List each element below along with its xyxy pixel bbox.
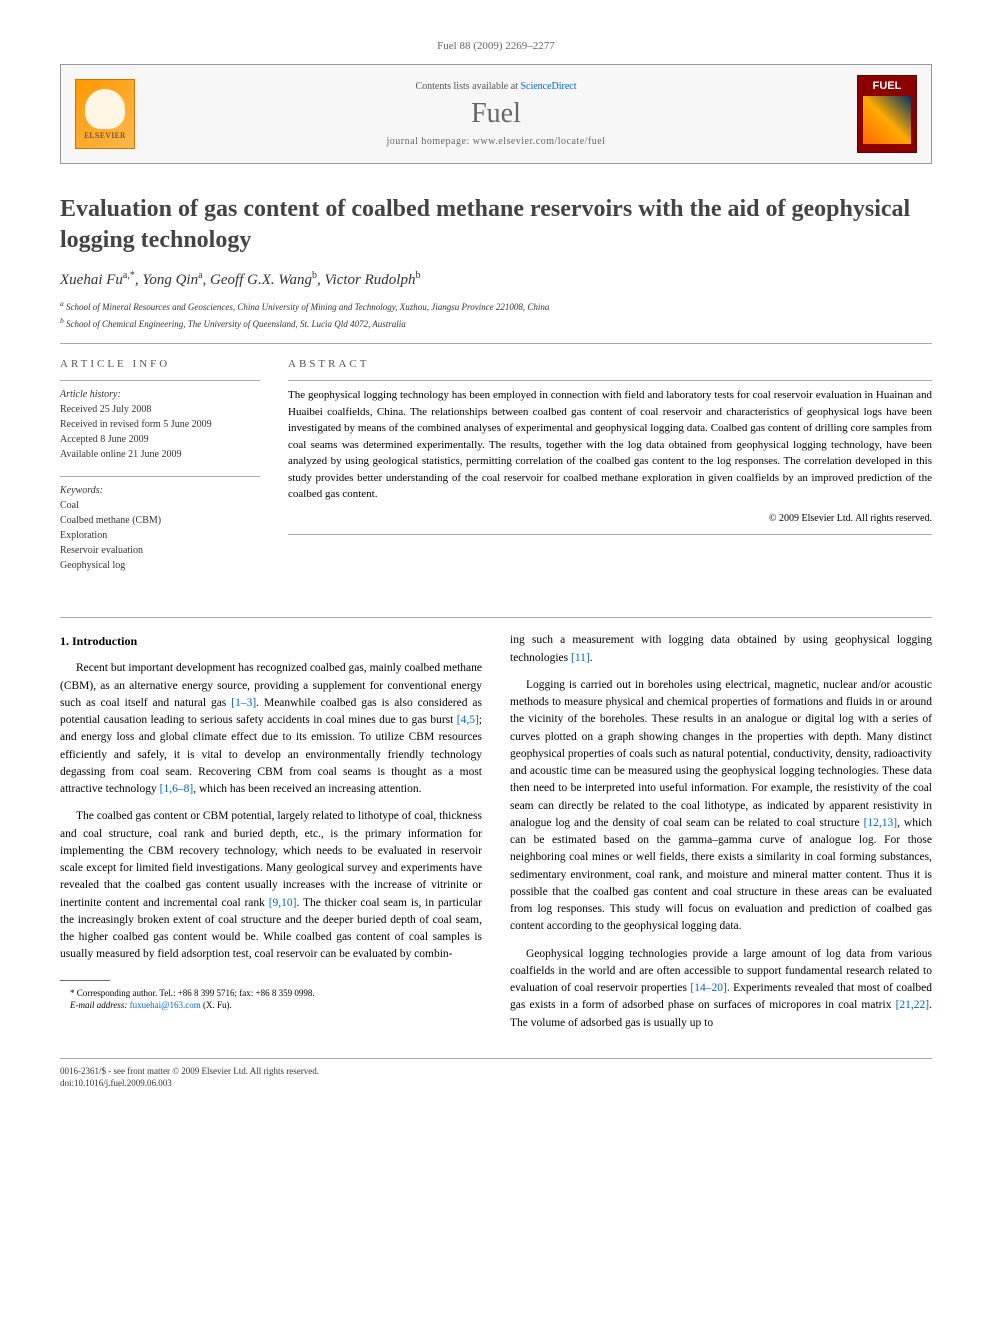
cover-thumbnail-icon: [863, 96, 911, 144]
divider: [60, 343, 932, 344]
online-date: Available online 21 June 2009: [60, 447, 260, 462]
body-right-column: ing such a measurement with logging data…: [510, 632, 932, 1042]
body-paragraph: Recent but important development has rec…: [60, 660, 482, 798]
body-paragraph: The coalbed gas content or CBM potential…: [60, 808, 482, 963]
body-left-column: 1. Introduction Recent but important dev…: [60, 632, 482, 1042]
footnote-divider: [60, 980, 110, 981]
keyword: Exploration: [60, 528, 260, 543]
divider: [288, 380, 932, 381]
elsevier-logo: ELSEVIER: [75, 79, 135, 149]
info-abstract-row: ARTICLE INFO Article history: Received 2…: [60, 358, 932, 587]
bottom-divider: [60, 1058, 932, 1059]
corresponding-footnote: * Corresponding author. Tel.: +86 8 399 …: [60, 987, 482, 1000]
article-history: Article history: Received 25 July 2008 R…: [60, 387, 260, 462]
header-center: Contents lists available at ScienceDirec…: [135, 81, 857, 147]
body-paragraph: Geophysical logging technologies provide…: [510, 946, 932, 1032]
authors: Xuehai Fua,*, Yong Qina, Geoff G.X. Wang…: [60, 270, 932, 289]
journal-header: ELSEVIER Contents lists available at Sci…: [60, 64, 932, 164]
revised-date: Received in revised form 5 June 2009: [60, 417, 260, 432]
article-info-heading: ARTICLE INFO: [60, 358, 260, 370]
article-title: Evaluation of gas content of coalbed met…: [60, 194, 932, 256]
keyword: Coalbed methane (CBM): [60, 513, 260, 528]
journal-name: Fuel: [135, 98, 857, 130]
accepted-date: Accepted 8 June 2009: [60, 432, 260, 447]
issn-line: 0016-2361/$ - see front matter © 2009 El…: [60, 1065, 932, 1078]
body-paragraph: Logging is carried out in boreholes usin…: [510, 677, 932, 936]
body-paragraph: ing such a measurement with logging data…: [510, 632, 932, 667]
affiliation-b: b School of Chemical Engineering, The Un…: [60, 316, 932, 329]
abstract-heading: ABSTRACT: [288, 358, 932, 370]
sciencedirect-link[interactable]: ScienceDirect: [520, 81, 576, 92]
abstract-copyright: © 2009 Elsevier Ltd. All rights reserved…: [288, 513, 932, 524]
affiliation-a: a School of Mineral Resources and Geosci…: [60, 299, 932, 312]
journal-reference: Fuel 88 (2009) 2269–2277: [60, 40, 932, 52]
email-label: E-mail address:: [70, 1000, 127, 1010]
divider: [60, 476, 260, 477]
article-info-column: ARTICLE INFO Article history: Received 2…: [60, 358, 260, 587]
abstract-text: The geophysical logging technology has b…: [288, 387, 932, 503]
email-footnote: E-mail address: fuxuehai@163.com (X. Fu)…: [60, 999, 482, 1012]
elsevier-tree-icon: [85, 89, 125, 129]
body-columns: 1. Introduction Recent but important dev…: [60, 632, 932, 1042]
elsevier-label: ELSEVIER: [84, 131, 126, 140]
contents-line: Contents lists available at ScienceDirec…: [135, 81, 857, 92]
cover-label: FUEL: [873, 80, 902, 92]
contents-prefix: Contents lists available at: [415, 81, 520, 92]
keyword: Geophysical log: [60, 558, 260, 573]
divider: [288, 534, 932, 535]
divider: [60, 380, 260, 381]
doi-line: doi:10.1016/j.fuel.2009.06.003: [60, 1077, 932, 1090]
history-label: Article history:: [60, 387, 260, 402]
received-date: Received 25 July 2008: [60, 402, 260, 417]
affiliation-b-text: School of Chemical Engineering, The Univ…: [66, 319, 406, 329]
abstract-column: ABSTRACT The geophysical logging technol…: [288, 358, 932, 587]
divider: [60, 617, 932, 618]
keywords-label: Keywords:: [60, 483, 260, 498]
keyword: Coal: [60, 498, 260, 513]
affiliation-a-text: School of Mineral Resources and Geoscien…: [66, 302, 549, 312]
journal-cover: FUEL: [857, 75, 917, 153]
keyword: Reservoir evaluation: [60, 543, 260, 558]
homepage-line: journal homepage: www.elsevier.com/locat…: [135, 136, 857, 147]
email-suffix: (X. Fu).: [203, 1000, 232, 1010]
homepage-url: www.elsevier.com/locate/fuel: [473, 136, 606, 147]
email-link[interactable]: fuxuehai@163.com: [130, 1000, 201, 1010]
homepage-prefix: journal homepage:: [387, 136, 473, 147]
keywords-block: Keywords: Coal Coalbed methane (CBM) Exp…: [60, 483, 260, 573]
section-heading: 1. Introduction: [60, 632, 482, 650]
